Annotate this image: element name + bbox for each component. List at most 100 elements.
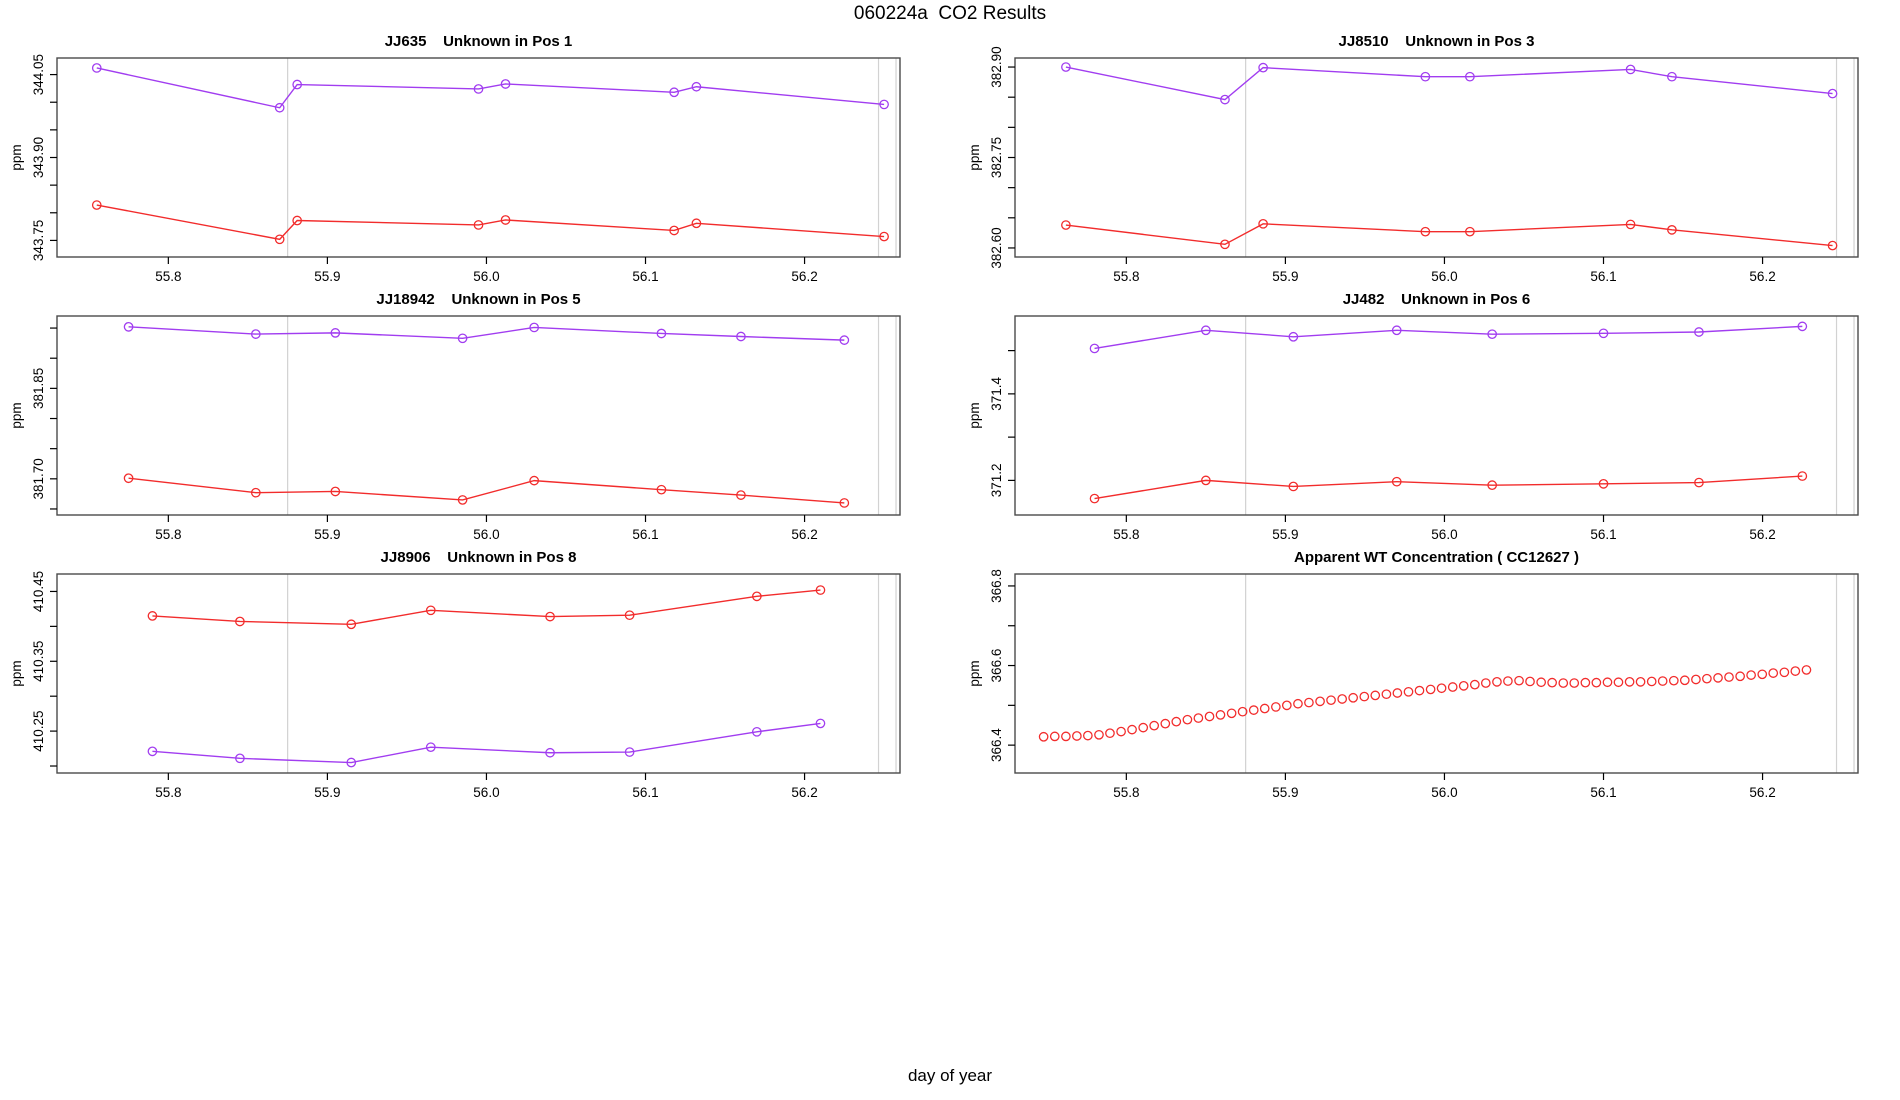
data-point-apparent-wt-red [1713, 673, 1723, 683]
data-point-apparent-wt-red [1757, 669, 1768, 680]
plot-frame [56, 315, 901, 516]
data-point-apparent-wt-red [1691, 674, 1701, 685]
plot-canvas-jj18942: 55.8 55.9 56.0 56.1 56.2 381.70 381.85 ppm [9, 315, 901, 542]
series-line-lower-red [1065, 223, 1833, 247]
data-point-apparent-wt-red [1569, 678, 1580, 688]
data-point-lower-red [1061, 220, 1071, 230]
x-tick-label: 56.2 [791, 527, 817, 542]
y-tick-label: 366.6 [989, 649, 1004, 683]
data-point-apparent-wt-red [1259, 703, 1270, 714]
data-point-lower-red [1625, 219, 1636, 230]
data-point-lower-red [292, 215, 303, 226]
x-tick-label: 56.1 [1590, 269, 1616, 284]
data-point-apparent-wt-red [1403, 686, 1414, 697]
data-point-apparent-wt-red [1480, 678, 1491, 688]
x-tick-label: 55.8 [1113, 527, 1139, 542]
data-point-apparent-wt-red [1061, 731, 1071, 742]
data-point-upper-purple [1391, 325, 1402, 336]
panel-title: JJ482 Unknown in Pos 6 [1342, 291, 1531, 308]
data-point-upper-purple [1258, 62, 1268, 73]
data-point-lower-red [1288, 481, 1299, 492]
data-point-lower-red [1220, 239, 1230, 250]
y-tick-label: 343.90 [31, 137, 46, 178]
y-tick-label: 382.90 [989, 46, 1004, 87]
panel-title: JJ18942 Unknown in Pos 5 [376, 291, 581, 308]
data-point-apparent-wt-red [1082, 730, 1093, 741]
data-point-apparent-wt-red [1646, 676, 1657, 687]
data-point-upper-purple [839, 335, 850, 345]
y-tick-label: 410.45 [31, 571, 46, 612]
y-tick-label: 371.2 [989, 463, 1004, 497]
data-point-lower-red [473, 220, 484, 230]
series-line-upper-purple [128, 326, 845, 341]
data-point-upper-red [751, 591, 762, 602]
x-tick-label: 56.0 [473, 269, 499, 284]
y-axis-label: ppm [9, 144, 24, 170]
data-point-upper-red [624, 610, 635, 621]
data-point-upper-purple [1201, 325, 1211, 336]
data-point-apparent-wt-red [1149, 720, 1160, 731]
data-point-apparent-wt-red [1735, 671, 1745, 682]
series-line-lower-red [1094, 475, 1803, 500]
x-tick-label: 55.8 [155, 785, 181, 800]
x-tick-label: 55.9 [314, 269, 340, 284]
data-point-lower-red [1258, 218, 1268, 229]
data-point-apparent-wt-red [1779, 667, 1790, 678]
x-tick-label: 56.1 [632, 527, 658, 542]
data-point-upper-purple [1487, 329, 1498, 340]
y-axis-label: ppm [9, 402, 24, 428]
plot-canvas-jj8510: 55.8 55.9 56.0 56.1 56.2 382.60 382.75 382.90 pp… [967, 46, 1859, 284]
data-point-lower-purple [624, 747, 635, 757]
data-point-apparent-wt-red [1304, 697, 1314, 708]
x-tick-label: 56.1 [1590, 785, 1616, 800]
data-point-upper-purple [1220, 94, 1230, 105]
data-point-upper-purple [91, 63, 102, 73]
data-point-upper-purple [1061, 62, 1071, 72]
data-point-apparent-wt-red [1049, 731, 1060, 742]
x-tick-label: 56.2 [1749, 527, 1775, 542]
y-tick-label: 410.35 [31, 641, 46, 682]
x-tick-label: 55.8 [155, 527, 181, 542]
data-point-apparent-wt-red [1425, 684, 1436, 695]
x-tick-label: 56.1 [632, 785, 658, 800]
data-point-lower-red [1694, 477, 1704, 488]
data-point-upper-purple [457, 333, 468, 344]
plot-frame [56, 57, 901, 258]
data-point-upper-purple [123, 322, 134, 332]
data-point-apparent-wt-red [1768, 668, 1779, 678]
data-point-apparent-wt-red [1679, 675, 1690, 686]
data-point-upper-purple [473, 84, 484, 94]
data-point-apparent-wt-red [1138, 722, 1149, 733]
data-point-lower-purple [545, 747, 555, 758]
x-tick-label: 56.0 [473, 785, 499, 800]
x-tick-label: 56.0 [1431, 785, 1457, 800]
plot-canvas-jj482: 55.8 55.9 56.0 56.1 56.2 371.2 371.4 ppm [967, 315, 1859, 542]
data-point-apparent-wt-red [1591, 677, 1602, 688]
data-point-upper-purple [1288, 331, 1299, 342]
y-tick-label: 382.75 [989, 137, 1004, 178]
data-point-apparent-wt-red [1492, 677, 1502, 687]
data-point-apparent-wt-red [1072, 731, 1082, 741]
plot-canvas-apparent-wt-cc12627: 55.8 55.9 56.0 56.1 56.2 366.4 366.6 366.8 ppm [967, 569, 1859, 800]
data-point-upper-red [815, 585, 826, 595]
data-point-apparent-wt-red [1458, 680, 1469, 691]
y-axis-label: ppm [9, 660, 24, 686]
data-point-lower-red [1089, 493, 1100, 504]
data-point-apparent-wt-red [1547, 677, 1557, 688]
y-tick-label: 344.05 [31, 54, 46, 95]
data-point-apparent-wt-red [1746, 670, 1756, 680]
x-tick-label: 55.8 [155, 269, 181, 284]
data-point-apparent-wt-red [1182, 714, 1193, 725]
data-point-lower-red [1667, 225, 1677, 235]
data-point-lower-purple [815, 718, 826, 729]
data-point-apparent-wt-red [1127, 724, 1137, 735]
data-point-apparent-wt-red [1469, 679, 1480, 690]
panel-jj18942-pos5: JJ18942 Unknown in Pos 5 55.8 55.9 56.0 56.… [0, 288, 950, 546]
y-tick-label: 410.25 [31, 710, 46, 751]
data-point-lower-red [1391, 476, 1402, 487]
data-point-upper-red [346, 619, 357, 630]
x-tick-label: 55.9 [1272, 527, 1298, 542]
data-point-apparent-wt-red [1193, 713, 1204, 723]
data-point-apparent-wt-red [1370, 690, 1381, 701]
